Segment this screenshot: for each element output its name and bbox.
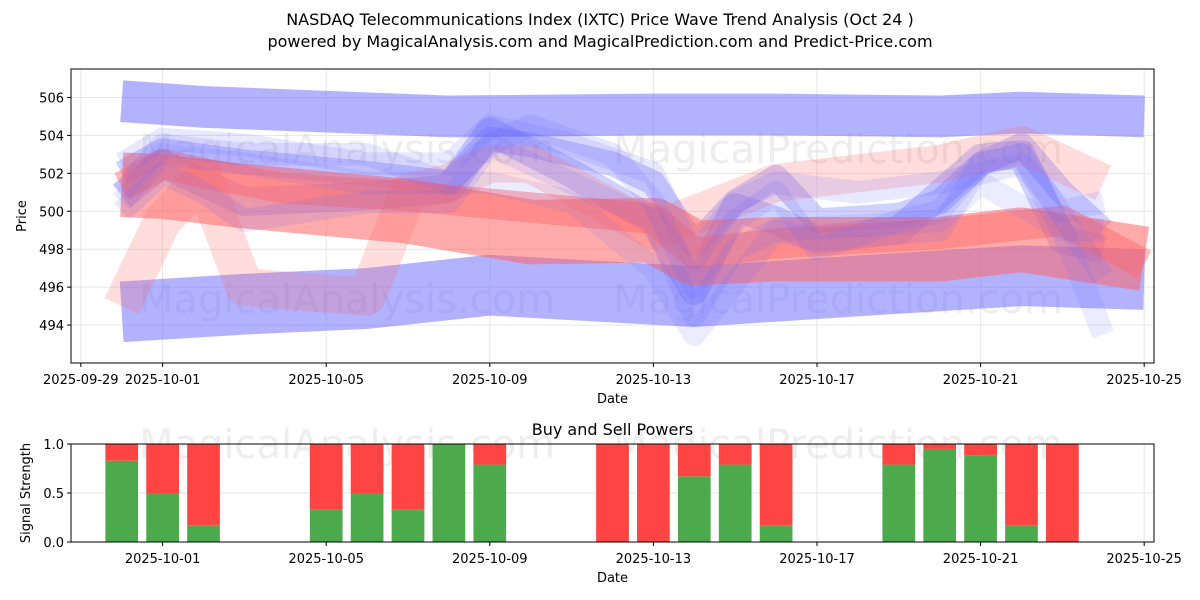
buy-bar (677, 476, 711, 542)
x-tick-label: 2025-09-29 (43, 373, 119, 388)
buy-bar (964, 455, 997, 542)
y-tick-label: 504 (39, 129, 64, 144)
price-band (115, 114, 1106, 271)
y-tick-label: 494 (39, 319, 64, 334)
x-tick-label: 2025-10-21 (943, 552, 1019, 567)
sell-bar (105, 444, 139, 461)
sell-bar (309, 444, 343, 510)
buy-bar (473, 464, 507, 542)
chart-subtitle: powered by MagicalAnalysis.com and Magic… (267, 32, 933, 51)
buy-bar (718, 464, 752, 542)
y-tick-label: 1.0 (43, 438, 64, 453)
y-tick-label: 0.5 (43, 487, 64, 502)
sell-bar (964, 444, 997, 456)
buy-bar (391, 509, 425, 542)
x-tick-label: 2025-10-25 (1106, 373, 1182, 388)
buy-bar (309, 509, 343, 542)
price-band (104, 125, 1112, 316)
price-plot-frame (70, 68, 1155, 364)
x-tick-label: 2025-10-25 (1106, 552, 1182, 567)
x-tick-label: 2025-10-17 (779, 373, 855, 388)
y-tick-label: 496 (39, 281, 64, 296)
buy-bar (1005, 525, 1038, 542)
sell-bar (1046, 444, 1079, 542)
x-tick-label: 2025-10-13 (616, 373, 692, 388)
price-band (120, 152, 1150, 291)
x-tick-label: 2025-10-13 (616, 552, 692, 567)
buy-bar (105, 460, 139, 542)
price-band (114, 148, 1152, 278)
sell-bar (473, 444, 507, 465)
sell-bar (350, 444, 384, 493)
sell-bar (187, 444, 220, 526)
y-tick-label: 500 (39, 205, 64, 220)
x-tick-label: 2025-10-05 (288, 552, 364, 567)
sell-bar (882, 444, 916, 465)
y-axis-label: Price (15, 200, 30, 232)
x-tick-label: 2025-10-05 (288, 373, 364, 388)
price-band (113, 133, 1113, 328)
buy-bar (759, 525, 793, 542)
buy-bar (432, 444, 466, 542)
sell-bar (637, 444, 670, 542)
x-axis-label: Date (597, 571, 628, 586)
sell-bar (146, 444, 179, 493)
x-tick-label: 2025-10-01 (125, 373, 201, 388)
buy-bar (923, 448, 957, 542)
sell-bar (759, 444, 793, 526)
price-band (119, 245, 1146, 343)
x-tick-label: 2025-10-17 (779, 552, 855, 567)
y-tick-label: 506 (39, 91, 64, 106)
x-tick-label: 2025-10-21 (943, 373, 1019, 388)
y-tick-label: 0.0 (43, 536, 64, 551)
buy-bar (187, 525, 220, 542)
price-band (113, 142, 1114, 346)
sell-bar (677, 444, 711, 477)
sell-bar (596, 444, 629, 542)
y-axis-label: Signal Strength (19, 443, 34, 543)
sell-bar (718, 444, 752, 465)
subplot-title: Buy and Sell Powers (532, 420, 694, 439)
buy-bar (882, 464, 916, 542)
buy-bar (350, 493, 384, 542)
chart-title: NASDAQ Telecommunications Index (IXTC) P… (286, 10, 914, 29)
price-band (120, 80, 1145, 138)
sell-bar (1005, 444, 1038, 526)
sell-bar (923, 444, 957, 449)
price-band (113, 114, 1104, 299)
buy-bar (146, 493, 179, 542)
x-tick-label: 2025-10-01 (125, 552, 201, 567)
x-tick-label: 2025-10-09 (452, 373, 528, 388)
y-tick-label: 498 (39, 243, 64, 258)
y-tick-label: 502 (39, 167, 64, 182)
x-tick-label: 2025-10-09 (452, 552, 528, 567)
x-axis-label: Date (597, 392, 628, 407)
sell-bar (391, 444, 425, 510)
